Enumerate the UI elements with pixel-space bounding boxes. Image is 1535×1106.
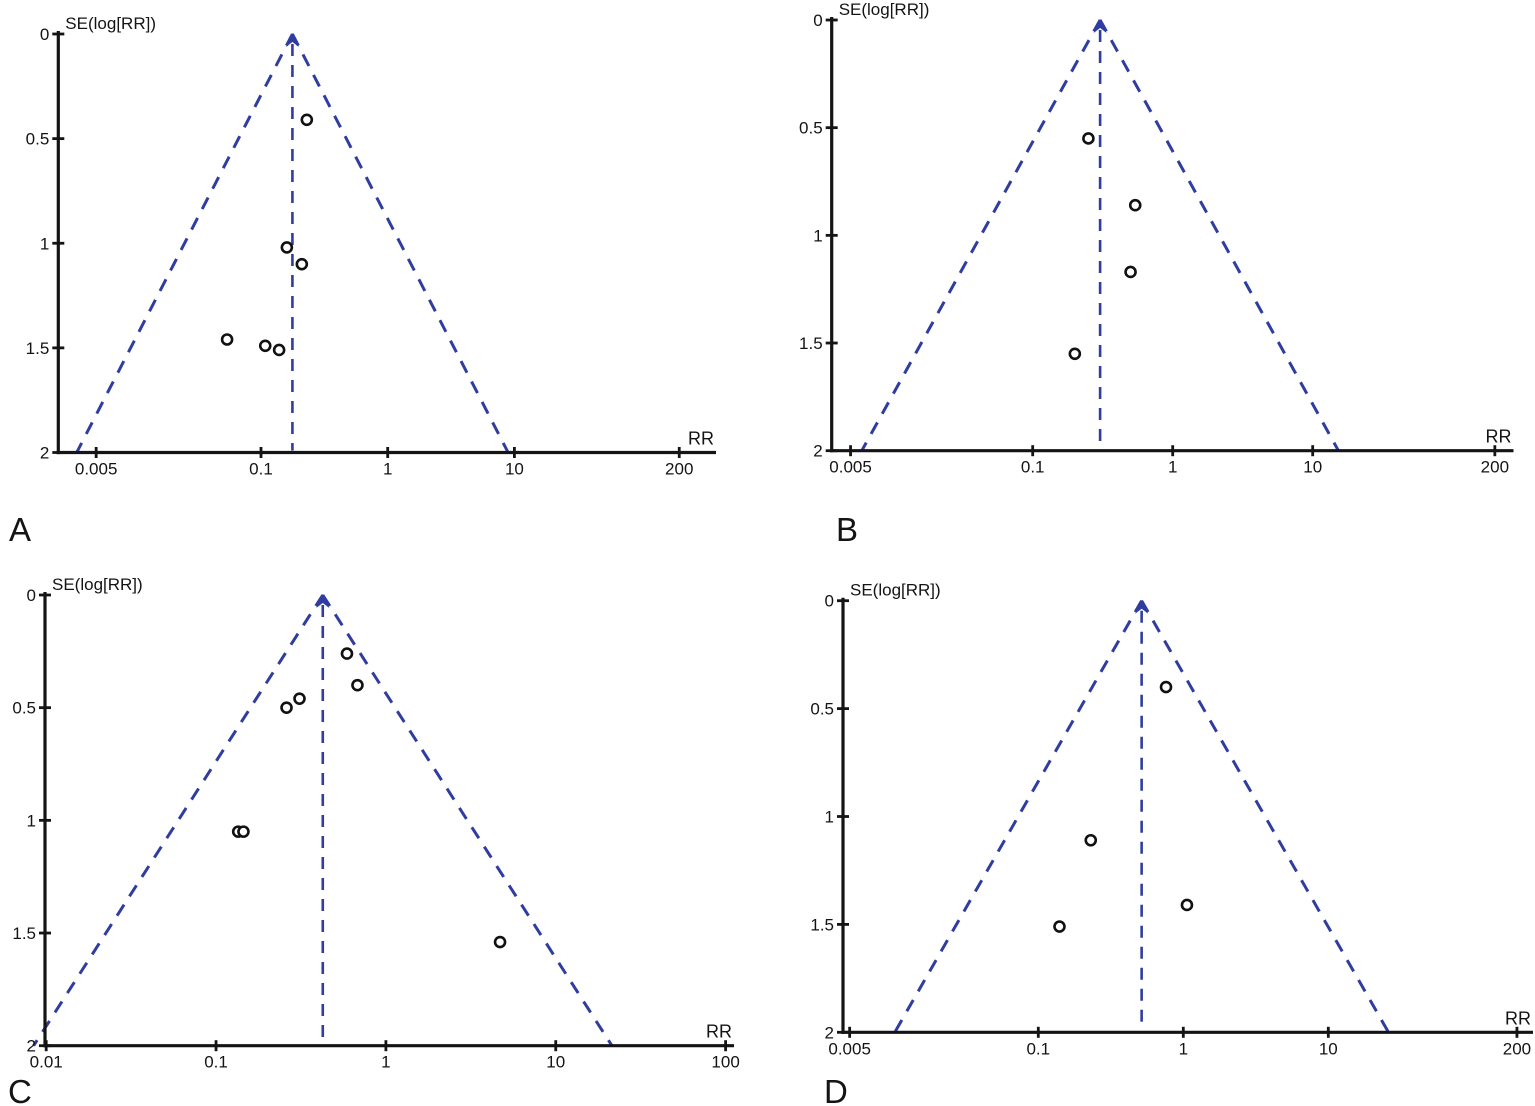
panel-a-x-tick-label-200: 200 (665, 460, 693, 479)
panel-b-study-point-1 (1082, 132, 1095, 145)
panel-c-x-axis-title: RR (706, 1022, 732, 1042)
panel-c-study-point-3 (293, 692, 306, 705)
panel-b-apex-arrow-icon (1093, 19, 1107, 33)
panel-b-funnel-left-limit (860, 19, 1102, 452)
panel-a-apex-arrow-icon (285, 33, 299, 47)
panel-b-y-tick-label-2: 2 (813, 442, 822, 461)
panel-b-y-tick-label-0: 0 (813, 11, 822, 30)
panel-d-x-tick-label-200: 200 (1503, 1039, 1531, 1058)
panel-b-label: B (836, 511, 858, 548)
panel-b-study-point-3 (1124, 265, 1137, 279)
panel-a-study-point-5 (258, 339, 272, 353)
panel-c-study-point-7 (493, 935, 507, 949)
panel-d-y-tick-label-2: 2 (825, 1023, 834, 1042)
panel-c-funnel-left-limit (32, 594, 325, 1047)
panel-c-y-tick-label-1: 1 (27, 811, 36, 830)
panel-d-y-tick-label-1: 1 (825, 808, 834, 827)
panel-a-study-point-3 (295, 257, 309, 271)
panel-a-x-tick-label-1: 1 (383, 460, 392, 479)
panel-c-study-point-2 (351, 678, 364, 692)
panel-d-x-tick-label-0.005: 0.005 (828, 1039, 871, 1058)
panel-a-y-axis-title: SE(log[RR]) (65, 14, 156, 33)
panel-a-x-axis-title: RR (688, 429, 714, 449)
panel-c-apex-arrow-icon (316, 594, 330, 608)
panel-a-x-tick-label-0.005: 0.005 (75, 460, 118, 479)
panel-b-study-point-4 (1068, 347, 1082, 361)
panel-a-funnel-left-limit (75, 33, 294, 454)
panel-d-x-tick-label-0.1: 0.1 (1026, 1039, 1050, 1058)
panel-d-y-tick-label-1.5: 1.5 (810, 915, 834, 934)
panel-c-y-tick-label-0.5: 0.5 (12, 699, 36, 718)
panel-d-funnel-right-limit (1140, 599, 1390, 1034)
panel-a-x-tick-label-0.1: 0.1 (249, 460, 273, 479)
panel-c-study-point-1 (340, 647, 354, 660)
panel-c-y-tick-label-1.5: 1.5 (12, 924, 36, 943)
panel-d-y-axis-title: SE(log[RR]) (850, 581, 941, 600)
panel-a-study-point-2 (280, 241, 294, 254)
panel-a-study-point-4 (220, 333, 234, 346)
panel-c-y-axis-title: SE(log[RR]) (52, 575, 143, 594)
panel-a-study-point-1 (300, 113, 314, 127)
panel-a-y-tick-label-1: 1 (40, 234, 49, 253)
panel-d-x-tick-label-10: 10 (1319, 1039, 1338, 1058)
panel-b-x-tick-label-10: 10 (1303, 458, 1322, 477)
panel-b-x-tick-label-0.1: 0.1 (1021, 458, 1045, 477)
panel-a-y-tick-label-2: 2 (40, 444, 49, 463)
panel-d-x-tick-label-1: 1 (1179, 1039, 1188, 1058)
panel-c-study-point-4 (280, 701, 293, 714)
panel-a-funnel-right-limit (291, 33, 510, 454)
panel-a-y-tick-label-0.5: 0.5 (26, 130, 50, 149)
panel-d-study-point-2 (1084, 833, 1098, 847)
panel-d-y-tick-label-0.5: 0.5 (810, 700, 834, 719)
panel-d-x-axis-title: RR (1505, 1008, 1531, 1028)
panel-b-y-tick-label-1.5: 1.5 (799, 334, 823, 353)
panel-c-label: C (8, 1073, 32, 1106)
panel-a-y-tick-label-0: 0 (40, 25, 49, 44)
panel-c-x-tick-label-0.01: 0.01 (30, 1053, 63, 1072)
panel-c-x-tick-label-0.1: 0.1 (204, 1053, 228, 1072)
panel-c-x-tick-label-100: 100 (711, 1053, 739, 1072)
panel-b-x-tick-label-200: 200 (1481, 458, 1509, 477)
panel-b-x-tick-label-1: 1 (1168, 458, 1177, 477)
panel-c-study-point-6 (237, 825, 250, 838)
panel-c-x-tick-label-1: 1 (381, 1053, 390, 1072)
panel-d-label: D (824, 1073, 848, 1106)
panel-a-y-tick-label-1.5: 1.5 (26, 339, 50, 358)
panel-d-apex-arrow-icon (1135, 599, 1149, 614)
panel-b-y-axis-title: SE(log[RR]) (839, 0, 930, 19)
panel-b-study-point-2 (1128, 198, 1142, 212)
panel-c-y-tick-label-2: 2 (27, 1037, 36, 1056)
panel-b-funnel-right-limit (1098, 19, 1340, 452)
panel-b-y-tick-label-1: 1 (813, 226, 822, 245)
panel-d-study-point-1 (1159, 680, 1173, 694)
panel-a-study-point-6 (272, 343, 286, 357)
panel-c-funnel-right-limit (321, 594, 614, 1047)
panel-c-y-tick-label-0: 0 (27, 586, 36, 605)
panel-d-study-point-4 (1053, 920, 1066, 933)
panel-c-x-tick-label-10: 10 (546, 1053, 565, 1072)
panel-b-x-axis-title: RR (1486, 427, 1512, 447)
panel-d-y-tick-label-0: 0 (825, 592, 834, 611)
panel-b-x-tick-label-0.005: 0.005 (829, 458, 872, 477)
panel-a-label: A (9, 511, 31, 548)
panel-d-study-point-3 (1180, 898, 1194, 912)
panel-b-y-tick-label-0.5: 0.5 (799, 119, 823, 138)
panel-d-funnel-left-limit (893, 599, 1143, 1034)
panel-a-x-tick-label-10: 10 (505, 460, 524, 479)
